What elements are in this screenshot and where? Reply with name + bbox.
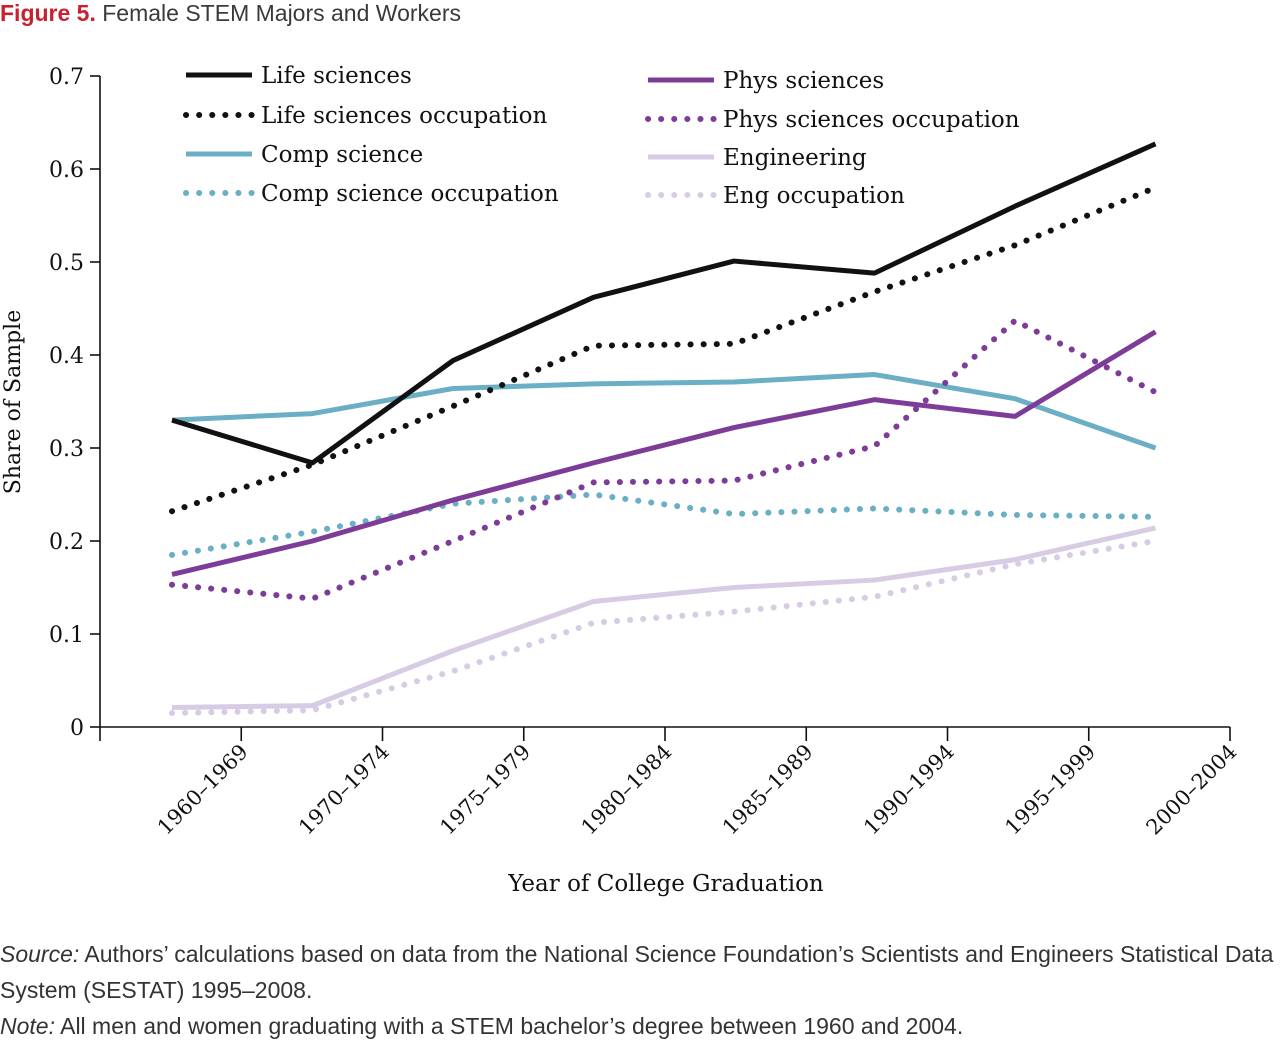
legend-label: Engineering bbox=[723, 145, 867, 171]
x-axis-label: Year of College Graduation bbox=[507, 871, 824, 897]
legend-label: Comp science occupation bbox=[261, 181, 559, 207]
x-tick-label: 1970–1974 bbox=[294, 740, 394, 840]
legend-label: Life sciences occupation bbox=[261, 103, 547, 129]
y-tick-label: 0.7 bbox=[49, 65, 84, 90]
source-text: Authors’ calculations based on data from… bbox=[0, 941, 1274, 1003]
figure-number: Figure 5. bbox=[0, 0, 96, 26]
y-axis: 0 0.1 0.2 0.3 0.4 0.5 0.6 0.7 bbox=[49, 65, 101, 741]
general-note: Note: All men and women graduating with … bbox=[0, 1008, 1275, 1044]
legend-label: Phys sciences bbox=[723, 68, 884, 94]
series-line-life-sciences bbox=[171, 141, 1157, 466]
y-tick-label: 0.6 bbox=[49, 158, 84, 183]
y-tick-label: 0 bbox=[70, 716, 84, 741]
series-line-eng-occupation bbox=[169, 538, 1159, 717]
footnotes: Source: Authors’ calculations based on d… bbox=[0, 936, 1275, 1044]
legend-label: Life sciences bbox=[261, 63, 412, 89]
legend-label: Phys sciences occupation bbox=[723, 107, 1020, 133]
legend-label: Eng occupation bbox=[723, 183, 905, 209]
figure-title: Figure 5. Female STEM Majors and Workers bbox=[0, 0, 461, 27]
series-line-life-sciences-occupation bbox=[169, 184, 1159, 515]
x-tick-label: 2000–2004 bbox=[1142, 740, 1242, 840]
series-line-comp-science bbox=[171, 372, 1157, 451]
y-tick-label: 0.2 bbox=[49, 530, 84, 555]
figure-title-text: Female STEM Majors and Workers bbox=[102, 0, 461, 26]
x-tick-label: 1985–1989 bbox=[718, 740, 818, 840]
legend: Life sciences Life sciences occupation Com… bbox=[183, 63, 1020, 209]
series-line-engineering bbox=[171, 525, 1157, 710]
series-line-comp-science-occupation bbox=[169, 491, 1159, 558]
legend-label: Comp science bbox=[261, 142, 423, 168]
x-tick-label: 1980–1984 bbox=[577, 740, 677, 840]
series-line-phys-sciences bbox=[171, 329, 1157, 577]
y-tick-label: 0.4 bbox=[49, 344, 84, 369]
x-tick-label: 1975–1979 bbox=[435, 740, 535, 840]
x-tick-label: 1960–1969 bbox=[153, 740, 253, 840]
y-axis-label: Share of Sample bbox=[1, 310, 26, 494]
y-tick-label: 0.5 bbox=[49, 251, 84, 276]
x-tick-label: 1995–1999 bbox=[1000, 740, 1100, 840]
y-tick-label: 0.3 bbox=[49, 437, 84, 462]
y-tick-label: 0.1 bbox=[49, 623, 84, 648]
x-tick-label: 1990–1994 bbox=[859, 740, 959, 840]
source-label: Source: bbox=[0, 941, 80, 967]
x-axis: 1960–1969 1970–1974 1975–1979 1980–1984 1985… bbox=[99, 726, 1242, 840]
source-note: Source: Authors’ calculations based on d… bbox=[0, 936, 1275, 1008]
note-text: All men and women graduating with a STEM… bbox=[60, 1013, 964, 1039]
note-label: Note: bbox=[0, 1013, 55, 1039]
line-chart: 0 0.1 0.2 0.3 0.4 0.5 0.6 0.7 1960–1969 1970–197… bbox=[1, 63, 1242, 897]
series-layer bbox=[169, 141, 1159, 717]
